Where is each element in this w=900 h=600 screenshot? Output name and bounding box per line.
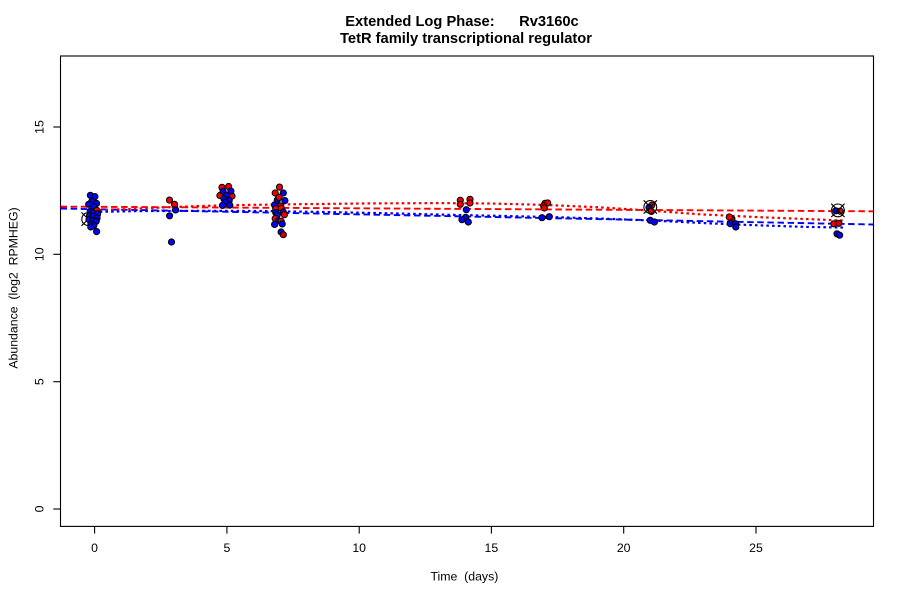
svg-text:Extended Log Phase: Rv316: Extended Log Phase: Rv3160c (345, 14, 578, 30)
svg-text:20: 20 (617, 541, 631, 555)
svg-text:10: 10 (352, 541, 366, 555)
svg-text:TetR family transcriptional re: TetR family transcriptional regulator (340, 31, 592, 47)
svg-text:Time (days): Time (days) (430, 570, 498, 584)
svg-text:5: 5 (33, 378, 47, 385)
svg-text:25: 25 (749, 541, 763, 555)
svg-text:10: 10 (33, 247, 47, 261)
svg-text:15: 15 (33, 120, 47, 134)
svg-text:5: 5 (223, 541, 230, 555)
svg-text:Abundance (log2 RPMHEG): Abundance (log2 RPMHEG) (7, 207, 21, 368)
svg-text:15: 15 (485, 541, 499, 555)
svg-text:0: 0 (33, 505, 47, 512)
svg-text:0: 0 (91, 541, 98, 555)
